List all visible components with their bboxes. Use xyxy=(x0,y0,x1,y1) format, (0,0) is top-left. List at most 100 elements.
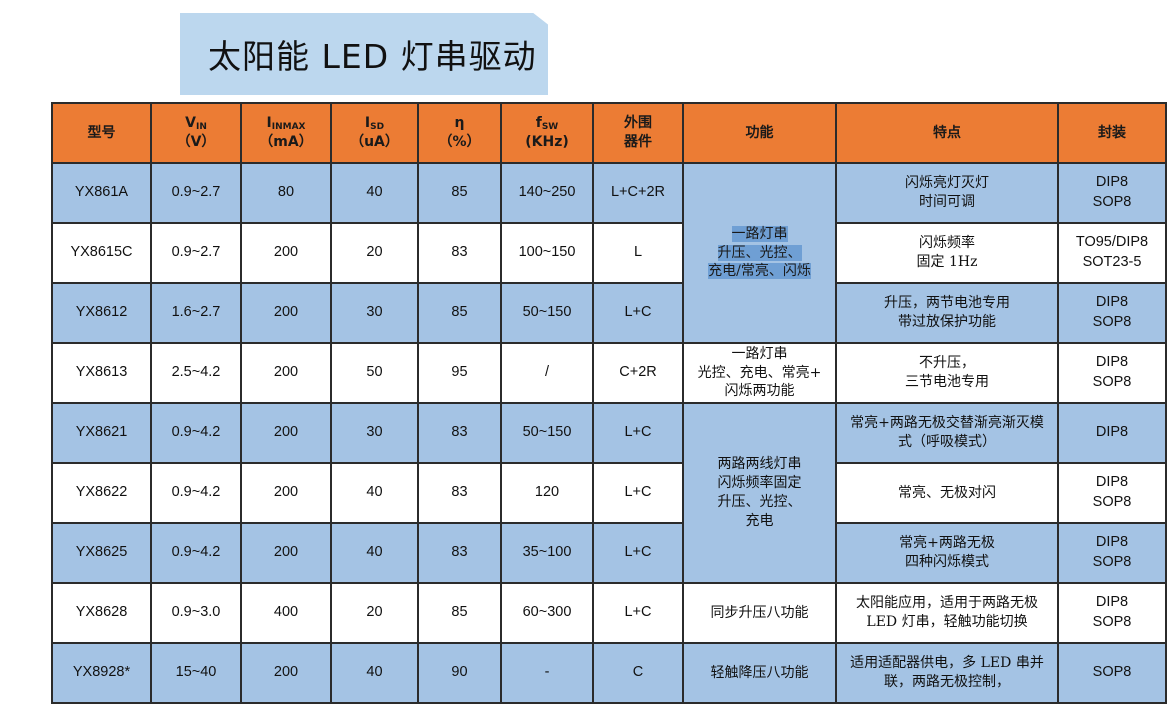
table-row: YX8621 0.9~4.2 200 30 83 50~150 L+C 两路两线… xyxy=(51,402,1167,584)
cell-model: YX8622 xyxy=(51,462,152,524)
cell-iinmax: 200 xyxy=(240,522,332,584)
cell-features: 常亮+两路无极交替渐亮渐灭模 式（呼吸模式） xyxy=(835,402,1059,464)
cell-iinmax: 200 xyxy=(240,342,332,404)
cell-features: 升压，两节电池专用 带过放保护功能 xyxy=(835,282,1059,344)
cell-eta: 85 xyxy=(417,282,502,344)
cell-function-group-4: 同步升压八功能 xyxy=(682,582,837,644)
table-row: YX8625 0.9~4.2 200 40 83 35~100 L+C 常亮+两… xyxy=(51,522,1167,584)
cell-function-group-3: 两路两线灯串 闪烁频率固定 升压、光控、 充电 xyxy=(682,402,837,584)
cell-model: YX8615C xyxy=(51,222,152,284)
cell-iinmax: 200 xyxy=(240,222,332,284)
table-row: YX8928* 15~40 200 40 90 - C 轻触降压八功能 适用适配… xyxy=(51,642,1167,704)
cell-fsw: 50~150 xyxy=(500,282,594,344)
header-isd: ISD （uA） xyxy=(330,102,419,164)
cell-fsw: 100~150 xyxy=(500,222,594,284)
cell-vin: 0.9~4.2 xyxy=(150,522,242,584)
cell-isd: 30 xyxy=(330,282,419,344)
cell-fsw: 120 xyxy=(500,462,594,524)
header-eta: η （%） xyxy=(417,102,502,164)
product-table: 型号 VIN （V） IINMAX （mA） ISD （uA） η （%） fSW (KH… xyxy=(51,102,1167,704)
cell-model: YX8612 xyxy=(51,282,152,344)
page-title: 太阳能 LED 灯串驱动 xyxy=(208,37,537,76)
cell-fsw: 35~100 xyxy=(500,522,594,584)
cell-external: L+C xyxy=(592,282,684,344)
cell-model: YX861A xyxy=(51,162,152,224)
cell-package: DIP8 SOP8 xyxy=(1057,342,1167,404)
cell-iinmax: 80 xyxy=(240,162,332,224)
cell-features: 太阳能应用，适用于两路无极 LED 灯串，轻触功能切换 xyxy=(835,582,1059,644)
header-vin: VIN （V） xyxy=(150,102,242,164)
cell-vin: 0.9~4.2 xyxy=(150,402,242,464)
cell-vin: 2.5~4.2 xyxy=(150,342,242,404)
table-row: YX8612 1.6~2.7 200 30 85 50~150 L+C 升压，两… xyxy=(51,282,1167,344)
cell-model: YX8628 xyxy=(51,582,152,644)
cell-package: DIP8 SOP8 xyxy=(1057,462,1167,524)
cell-model: YX8621 xyxy=(51,402,152,464)
cell-iinmax: 400 xyxy=(240,582,332,644)
cell-package: DIP8 xyxy=(1057,402,1167,464)
cell-package: DIP8 SOP8 xyxy=(1057,162,1167,224)
header-features: 特点 xyxy=(835,102,1059,164)
cell-vin: 0.9~3.0 xyxy=(150,582,242,644)
cell-package: SOP8 xyxy=(1057,642,1167,704)
table-row: YX861A 0.9~2.7 80 40 85 140~250 L+C+2R 一… xyxy=(51,162,1167,344)
cell-iinmax: 200 xyxy=(240,642,332,704)
cell-iinmax: 200 xyxy=(240,402,332,464)
cell-eta: 85 xyxy=(417,582,502,644)
cell-features: 常亮+两路无极 四种闪烁模式 xyxy=(835,522,1059,584)
cell-isd: 40 xyxy=(330,642,419,704)
header-model: 型号 xyxy=(51,102,152,164)
header-fsw: fSW (KHz) xyxy=(500,102,594,164)
cell-eta: 83 xyxy=(417,222,502,284)
cell-isd: 20 xyxy=(330,222,419,284)
cell-features: 常亮、无极对闪 xyxy=(835,462,1059,524)
cell-features: 适用适配器供电，多 LED 串并 联，两路无极控制， xyxy=(835,642,1059,704)
cell-function-group-1: 一路灯串 升压、光控、 充电/常亮、闪烁 xyxy=(682,162,837,344)
cell-fsw: 60~300 xyxy=(500,582,594,644)
cell-package: TO95/DIP8 SOT23-5 xyxy=(1057,222,1167,284)
cell-package: DIP8 SOP8 xyxy=(1057,282,1167,344)
cell-isd: 50 xyxy=(330,342,419,404)
cell-external: L xyxy=(592,222,684,284)
header-package: 封装 xyxy=(1057,102,1167,164)
cell-eta: 90 xyxy=(417,642,502,704)
cell-package: DIP8 SOP8 xyxy=(1057,522,1167,584)
cell-external: L+C xyxy=(592,522,684,584)
cell-model: YX8928* xyxy=(51,642,152,704)
cell-vin: 0.9~2.7 xyxy=(150,162,242,224)
cell-function-group-2: 一路灯串 光控、充电、常亮+ 闪烁两功能 xyxy=(682,342,837,404)
header-iinmax: IINMAX （mA） xyxy=(240,102,332,164)
cell-isd: 40 xyxy=(330,522,419,584)
cell-vin: 0.9~2.7 xyxy=(150,222,242,284)
cell-eta: 85 xyxy=(417,162,502,224)
cell-isd: 40 xyxy=(330,162,419,224)
cell-external: L+C xyxy=(592,402,684,464)
cell-fsw: / xyxy=(500,342,594,404)
cell-eta: 83 xyxy=(417,522,502,584)
cell-external: C xyxy=(592,642,684,704)
table-row: YX8622 0.9~4.2 200 40 83 120 L+C 常亮、无极对闪… xyxy=(51,462,1167,524)
cell-eta: 95 xyxy=(417,342,502,404)
cell-iinmax: 200 xyxy=(240,282,332,344)
header-function: 功能 xyxy=(682,102,837,164)
table-row: YX8628 0.9~3.0 400 20 85 60~300 L+C 同步升压… xyxy=(51,582,1167,644)
cell-vin: 0.9~4.2 xyxy=(150,462,242,524)
title-banner: 太阳能 LED 灯串驱动 xyxy=(180,13,548,95)
cell-features: 闪烁亮灯灭灯 时间可调 xyxy=(835,162,1059,224)
table-row: YX8613 2.5~4.2 200 50 95 / C+2R 一路灯串 光控、充… xyxy=(51,342,1167,404)
cell-eta: 83 xyxy=(417,402,502,464)
header-row: 型号 VIN （V） IINMAX （mA） ISD （uA） η （%） fSW (KH… xyxy=(51,102,1167,164)
table-row: YX8615C 0.9~2.7 200 20 83 100~150 L 闪烁频率… xyxy=(51,222,1167,284)
cell-external: L+C+2R xyxy=(592,162,684,224)
cell-isd: 20 xyxy=(330,582,419,644)
cell-fsw: 50~150 xyxy=(500,402,594,464)
cell-features: 闪烁频率 固定 1Hz xyxy=(835,222,1059,284)
cell-external: C+2R xyxy=(592,342,684,404)
cell-package: DIP8 SOP8 xyxy=(1057,582,1167,644)
cell-model: YX8613 xyxy=(51,342,152,404)
cell-model: YX8625 xyxy=(51,522,152,584)
cell-vin: 15~40 xyxy=(150,642,242,704)
cell-isd: 30 xyxy=(330,402,419,464)
cell-iinmax: 200 xyxy=(240,462,332,524)
cell-function-group-5: 轻触降压八功能 xyxy=(682,642,837,704)
